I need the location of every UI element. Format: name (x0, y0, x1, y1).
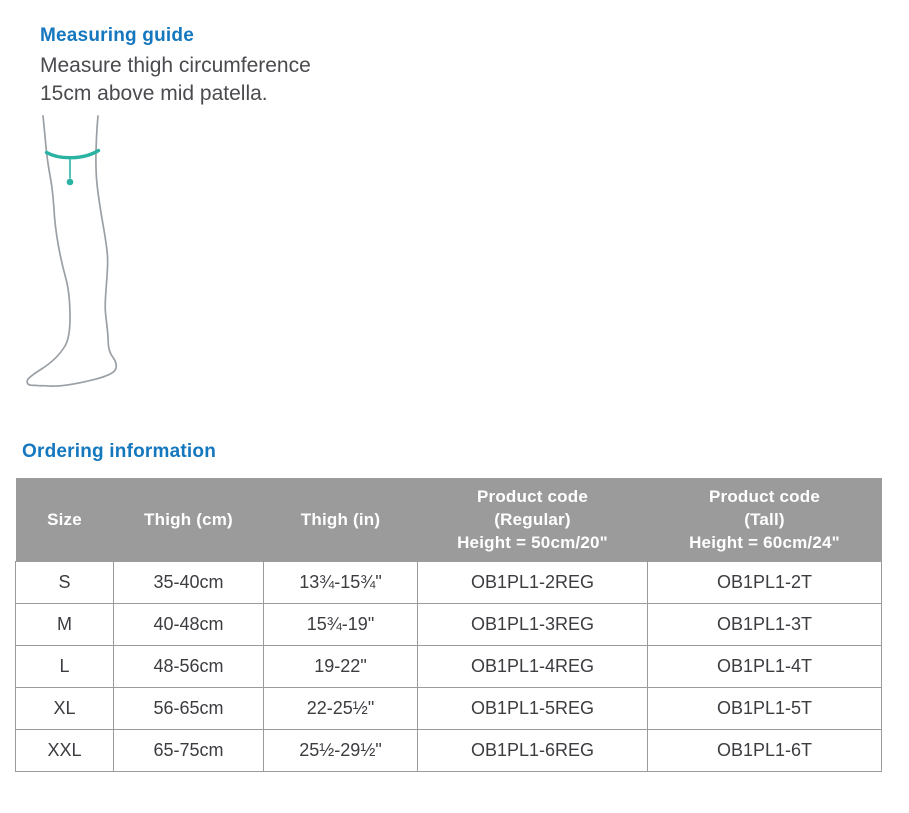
ordering-table-body: S 35-40cm 13¾-15¾" OB1PL1-2REG OB1PL1-2T… (15, 560, 882, 772)
cell-product-code-regular: OB1PL1-3REG (417, 602, 648, 646)
col-header-product-code-regular-line2: (Regular) (494, 509, 571, 529)
cell-product-code-regular: OB1PL1-2REG (417, 560, 648, 604)
col-header-size-label: Size (47, 509, 82, 529)
col-header-product-code-tall: Product code (Tall) Height = 60cm/24" (647, 478, 882, 561)
col-header-product-code-regular: Product code (Regular) Height = 50cm/20" (417, 478, 648, 561)
cell-product-code-tall: OB1PL1-3T (647, 602, 882, 646)
col-header-product-code-regular-line1: Product code (476, 486, 589, 506)
leg-outline (26, 115, 118, 387)
cell-size: XXL (15, 728, 114, 772)
cell-thigh-in: 15¾-19" (263, 602, 418, 646)
cell-product-code-regular: OB1PL1-4REG (417, 644, 648, 688)
cell-product-code-regular: OB1PL1-5REG (417, 686, 648, 730)
cell-thigh-cm: 40-48cm (113, 602, 264, 646)
leg-illustration (20, 108, 200, 408)
cell-size: L (15, 644, 114, 688)
cell-product-code-tall: OB1PL1-2T (647, 560, 882, 604)
cell-size: M (15, 602, 114, 646)
cell-size: S (15, 560, 114, 604)
col-header-product-code-tall-line1: Product code (708, 486, 821, 506)
measuring-guide-title: Measuring guide (40, 25, 194, 46)
ordering-information-title: Ordering information (22, 441, 216, 462)
thigh-measurement-band (44, 148, 101, 160)
cell-product-code-tall: OB1PL1-5T (647, 686, 882, 730)
ordering-table-header: Size Thigh (cm) Thigh (in) Product code … (15, 478, 882, 561)
cell-thigh-in: 13¾-15¾" (263, 560, 418, 604)
header-row: Size Thigh (cm) Thigh (in) Product code … (15, 478, 882, 561)
cell-thigh-in: 22-25½" (263, 686, 418, 730)
mid-patella-marker-dot (66, 178, 74, 186)
cell-thigh-cm: 35-40cm (113, 560, 264, 604)
table-row-l: L 48-56cm 19-22" OB1PL1-4REG OB1PL1-4T (15, 644, 882, 688)
col-header-thigh-cm: Thigh (cm) (113, 478, 264, 561)
ordering-table: Size Thigh (cm) Thigh (in) Product code … (15, 478, 882, 772)
table-row-xxl: XXL 65-75cm 25½-29½" OB1PL1-6REG OB1PL1-… (15, 728, 882, 772)
measuring-guide-description: Measure thigh circumference 15cm above m… (40, 52, 311, 108)
col-header-size: Size (15, 478, 114, 561)
cell-product-code-tall: OB1PL1-4T (647, 644, 882, 688)
col-header-thigh-cm-label: Thigh (cm) (144, 509, 233, 529)
col-header-product-code-regular-line3: Height = 50cm/20" (457, 532, 608, 552)
col-header-product-code-tall-line2: (Tall) (744, 509, 785, 529)
table-row-m: M 40-48cm 15¾-19" OB1PL1-3REG OB1PL1-3T (15, 602, 882, 646)
cell-thigh-cm: 56-65cm (113, 686, 264, 730)
cell-product-code-regular: OB1PL1-6REG (417, 728, 648, 772)
cell-thigh-cm: 48-56cm (113, 644, 264, 688)
leg-illustration-svg (26, 115, 118, 387)
cell-size: XL (15, 686, 114, 730)
measuring-guide-description-line1: Measure thigh circumference (40, 54, 311, 77)
col-header-product-code-tall-line3: Height = 60cm/24" (689, 532, 840, 552)
col-header-thigh-in: Thigh (in) (263, 478, 418, 561)
col-header-thigh-in-label: Thigh (in) (300, 509, 381, 529)
table-row-s: S 35-40cm 13¾-15¾" OB1PL1-2REG OB1PL1-2T (15, 560, 882, 604)
cell-thigh-in: 25½-29½" (263, 728, 418, 772)
cell-thigh-in: 19-22" (263, 644, 418, 688)
cell-product-code-tall: OB1PL1-6T (647, 728, 882, 772)
cell-thigh-cm: 65-75cm (113, 728, 264, 772)
measuring-guide-description-line2: 15cm above mid patella. (40, 82, 268, 105)
table-row-xl: XL 56-65cm 22-25½" OB1PL1-5REG OB1PL1-5T (15, 686, 882, 730)
